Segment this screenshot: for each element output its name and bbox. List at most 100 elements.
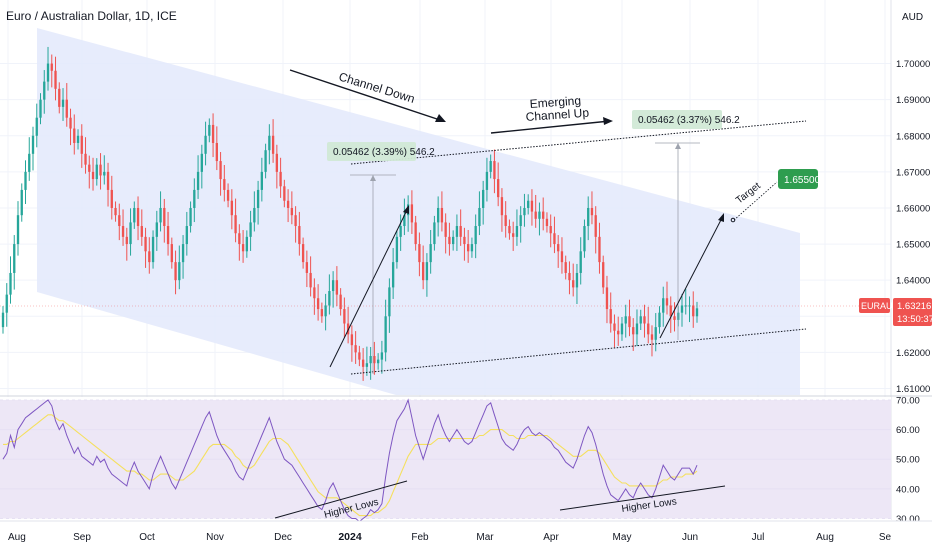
candle	[669, 296, 672, 333]
candle	[455, 214, 459, 251]
candle-body	[669, 305, 672, 317]
candle	[369, 346, 372, 380]
candle-body	[35, 117, 38, 136]
candle-body	[594, 215, 597, 237]
price-tick-label: 1.69000	[896, 95, 930, 106]
candle	[617, 316, 620, 346]
candle	[256, 180, 260, 225]
candle-body	[493, 161, 496, 180]
candle	[223, 165, 226, 202]
price-tick-label: 1.70000	[896, 59, 930, 70]
candle	[103, 155, 106, 185]
candle	[118, 203, 121, 241]
channel-up-arrowhead	[603, 117, 613, 125]
candle	[249, 210, 252, 251]
candle-body	[575, 272, 579, 288]
candle-body	[388, 287, 391, 317]
candle-body	[13, 244, 16, 273]
candle-body	[695, 308, 699, 317]
candle-body	[151, 236, 155, 263]
candle-body	[542, 211, 545, 219]
candle-body	[136, 207, 140, 227]
candle-body	[264, 150, 267, 172]
candle-body	[425, 262, 429, 281]
candle	[463, 227, 466, 261]
candle-body	[545, 218, 549, 227]
candle-body	[260, 171, 264, 190]
candle	[572, 263, 575, 297]
time-tick-label: Sep	[73, 532, 91, 543]
candle	[497, 162, 500, 207]
candle-body	[279, 171, 282, 187]
target-value-label: 1.65500	[784, 175, 821, 186]
candle	[545, 212, 549, 233]
candle-body	[654, 327, 657, 340]
candle-body	[384, 316, 387, 353]
candle	[339, 288, 342, 316]
last-price-badge	[893, 298, 932, 326]
candle	[564, 255, 567, 280]
candle	[594, 206, 597, 254]
price-tick-label: 1.65000	[896, 240, 930, 251]
candle	[35, 103, 38, 148]
candle	[290, 191, 294, 225]
candle	[80, 124, 83, 168]
candle-body	[144, 236, 147, 252]
candle	[50, 54, 53, 88]
candle-body	[114, 207, 117, 216]
candle	[275, 144, 279, 189]
candle	[238, 224, 241, 261]
candle	[110, 175, 113, 220]
candle-body	[234, 215, 237, 234]
candle-body	[365, 363, 369, 367]
measure-right-badge	[632, 110, 722, 129]
candle-body	[76, 135, 80, 143]
candle-body	[91, 171, 95, 180]
rally-arrow-right	[659, 215, 724, 339]
candle	[549, 214, 552, 248]
higher-lows-line-right	[559, 485, 726, 511]
candle-body	[140, 226, 143, 237]
candle	[665, 281, 669, 315]
candle-body	[61, 99, 65, 107]
candle-body	[605, 287, 609, 310]
candle-body	[316, 298, 320, 310]
candle	[73, 114, 76, 155]
candle	[418, 232, 421, 277]
candle-body	[433, 222, 436, 245]
candle-body	[414, 222, 417, 245]
candle-body	[253, 207, 256, 223]
candle-body	[463, 236, 466, 245]
candle	[403, 198, 406, 236]
candle	[553, 216, 556, 254]
candle	[219, 152, 222, 196]
candle-body	[50, 63, 53, 71]
candle	[69, 108, 72, 146]
candle	[380, 340, 384, 374]
candle	[395, 230, 399, 269]
candle	[178, 245, 181, 290]
candle	[245, 230, 249, 258]
candle-body	[84, 153, 87, 165]
candle	[684, 288, 687, 315]
candle	[376, 353, 380, 370]
candle-body	[692, 305, 695, 317]
candle-body	[568, 272, 571, 281]
candle	[253, 191, 256, 232]
candle	[144, 227, 147, 268]
candle-body	[680, 305, 684, 313]
candle	[429, 229, 432, 274]
candle	[530, 189, 534, 226]
candle	[635, 309, 639, 346]
candle-body	[647, 323, 650, 335]
candle-body	[459, 226, 462, 237]
candle	[54, 56, 57, 101]
candle-body	[129, 222, 132, 245]
candle-body	[523, 207, 526, 216]
time-tick-label: Oct	[139, 532, 155, 543]
candle-body	[324, 305, 327, 317]
candle	[365, 346, 369, 376]
candle-body	[133, 207, 136, 223]
candle-body	[482, 189, 485, 208]
candle	[444, 213, 447, 254]
